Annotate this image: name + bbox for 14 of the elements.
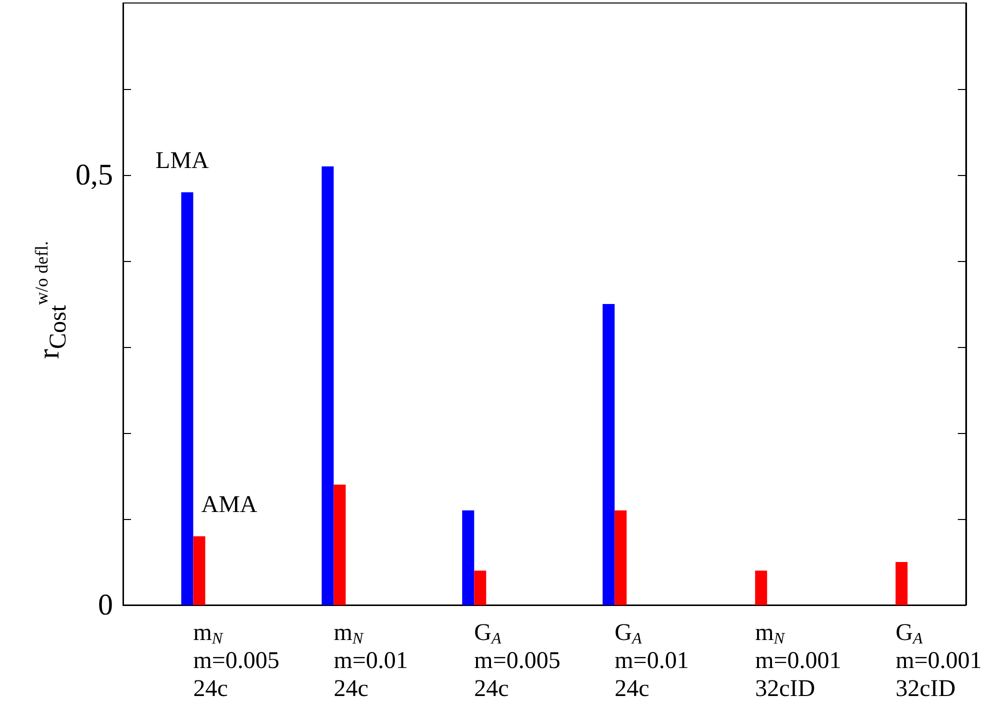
bar	[755, 570, 768, 605]
bar	[193, 536, 206, 605]
series-label: LMA	[156, 148, 210, 174]
y-tick-label: 0	[98, 588, 113, 622]
bar	[322, 166, 334, 605]
bar	[474, 570, 486, 605]
y-tick-label: 0,5	[76, 158, 113, 192]
bar	[462, 510, 474, 605]
bar	[181, 192, 194, 605]
bar	[614, 510, 627, 605]
bar	[896, 562, 908, 605]
bar	[602, 304, 615, 605]
series-label: AMA	[201, 492, 258, 518]
bar	[334, 484, 346, 605]
